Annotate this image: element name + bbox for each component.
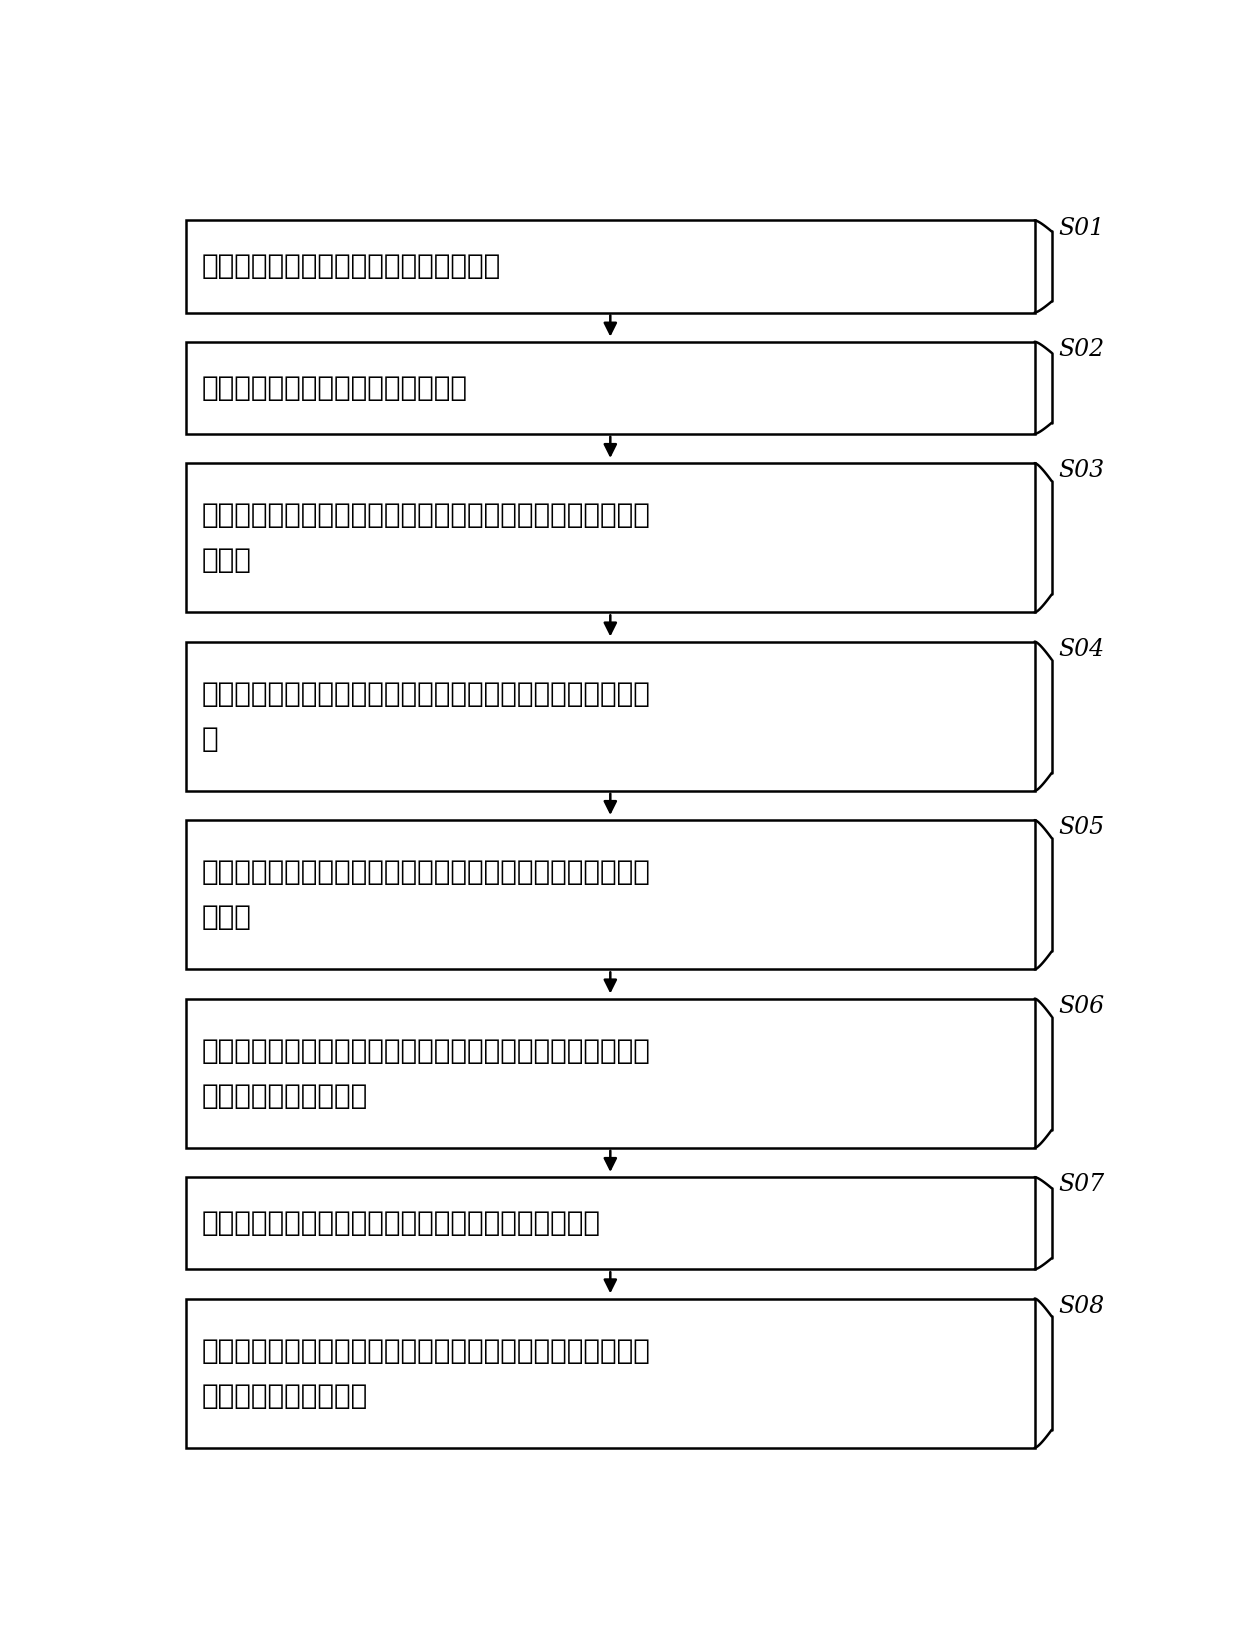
Text: 非晶硅层形成步骤，包括在所述真空环境中，形成一非晶硅层: 非晶硅层形成步骤，包括在所述真空环境中，形成一非晶硅层 bbox=[201, 1037, 650, 1065]
Bar bbox=[186, 998, 1034, 1148]
Text: 退火步骤，包括对所述非晶硅层进行准分子雷射退火以在所述: 退火步骤，包括对所述非晶硅层进行准分子雷射退火以在所述 bbox=[201, 1337, 650, 1365]
Bar bbox=[186, 820, 1034, 970]
Text: 氮化硅层形成步骤，包括形成一氮化硅层到所述下一氧化硅层: 氮化硅层形成步骤，包括形成一氮化硅层到所述下一氧化硅层 bbox=[201, 681, 650, 709]
Text: 硅层上: 硅层上 bbox=[201, 903, 252, 931]
Text: 到所述上一氧化硅层上: 到所述上一氧化硅层上 bbox=[201, 1082, 368, 1110]
Bar bbox=[186, 342, 1034, 434]
Text: 真空环境提供步骤，包括提供一真空环境: 真空环境提供步骤，包括提供一真空环境 bbox=[201, 253, 501, 281]
Bar bbox=[186, 220, 1034, 312]
Text: 基板上: 基板上 bbox=[201, 546, 252, 574]
Text: S04: S04 bbox=[1058, 638, 1104, 661]
Text: S02: S02 bbox=[1058, 339, 1104, 362]
Text: 保护层形成步骤，包括形成一保护层到所述非晶硅层上: 保护层形成步骤，包括形成一保护层到所述非晶硅层上 bbox=[201, 1210, 600, 1238]
Text: 上: 上 bbox=[201, 725, 218, 753]
Text: 非晶硅层上形成多晶硅: 非晶硅层上形成多晶硅 bbox=[201, 1381, 368, 1409]
Text: 基板提供步骤，包括提供一玻璃基板: 基板提供步骤，包括提供一玻璃基板 bbox=[201, 373, 467, 401]
Text: S03: S03 bbox=[1058, 459, 1104, 482]
Text: S06: S06 bbox=[1058, 995, 1104, 1018]
Text: S08: S08 bbox=[1058, 1295, 1104, 1318]
Text: S05: S05 bbox=[1058, 817, 1104, 840]
Text: 下一氧化硅层形成步骤，包括形成一下一氧化硅层到所述玻璃: 下一氧化硅层形成步骤，包括形成一下一氧化硅层到所述玻璃 bbox=[201, 501, 650, 529]
Text: S01: S01 bbox=[1058, 217, 1104, 240]
Text: 上一氧化硅层形成步骤，包括形成一上一氧化硅层到所述氮化: 上一氧化硅层形成步骤，包括形成一上一氧化硅层到所述氮化 bbox=[201, 858, 650, 886]
Bar bbox=[186, 464, 1034, 612]
Bar bbox=[186, 1299, 1034, 1448]
Text: S07: S07 bbox=[1058, 1174, 1104, 1197]
Bar bbox=[186, 641, 1034, 791]
Bar bbox=[186, 1177, 1034, 1269]
